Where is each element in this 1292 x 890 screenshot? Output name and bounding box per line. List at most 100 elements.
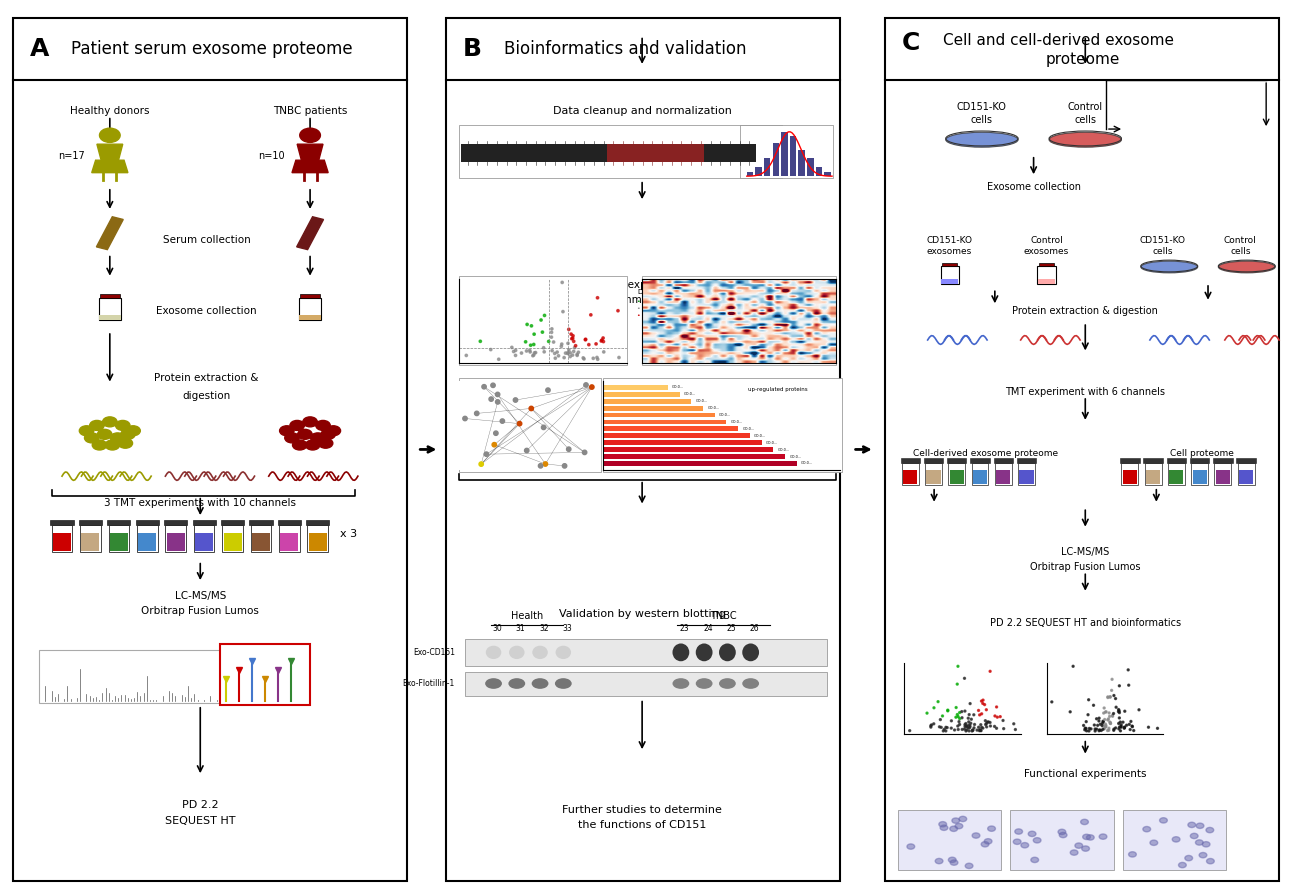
Ellipse shape xyxy=(1049,133,1121,147)
Point xyxy=(1106,700,1127,715)
Bar xyxy=(901,458,920,463)
Circle shape xyxy=(955,823,963,829)
Point xyxy=(1099,690,1120,704)
Point xyxy=(554,458,575,473)
Point xyxy=(948,709,969,724)
Point xyxy=(970,717,991,732)
Circle shape xyxy=(320,429,336,440)
Bar xyxy=(603,426,738,432)
Point xyxy=(548,349,568,363)
Point xyxy=(554,351,575,365)
Point xyxy=(932,720,952,734)
Point xyxy=(541,322,562,336)
Point xyxy=(994,722,1014,736)
Point xyxy=(1097,690,1118,704)
Bar xyxy=(798,150,805,176)
Bar xyxy=(459,378,601,472)
Circle shape xyxy=(99,128,120,142)
Point xyxy=(509,417,530,431)
Circle shape xyxy=(279,425,295,436)
Circle shape xyxy=(950,826,957,831)
FancyBboxPatch shape xyxy=(972,463,988,485)
Text: GO:0...: GO:0... xyxy=(695,400,708,403)
Text: 25: 25 xyxy=(726,624,736,633)
Text: the functions of CD151: the functions of CD151 xyxy=(578,820,707,830)
Circle shape xyxy=(1205,828,1213,833)
Point xyxy=(492,414,513,428)
Point xyxy=(530,458,550,473)
Polygon shape xyxy=(297,144,323,164)
Point xyxy=(941,714,961,728)
Point xyxy=(1094,720,1115,734)
Circle shape xyxy=(965,863,973,869)
Point xyxy=(1099,690,1120,704)
Point xyxy=(917,706,938,720)
Bar xyxy=(50,520,74,525)
Point xyxy=(562,328,583,343)
Circle shape xyxy=(1081,846,1089,851)
Circle shape xyxy=(1058,829,1066,835)
Point xyxy=(1076,715,1097,729)
Point xyxy=(952,710,973,724)
Point xyxy=(1097,713,1118,727)
Point xyxy=(587,351,607,365)
Point xyxy=(556,346,576,360)
Point xyxy=(992,714,1013,728)
Circle shape xyxy=(907,844,915,849)
Text: 24: 24 xyxy=(703,624,713,633)
Point xyxy=(547,345,567,360)
Text: Data cleanup and normalization: Data cleanup and normalization xyxy=(553,106,731,117)
Text: 33: 33 xyxy=(562,624,572,633)
Circle shape xyxy=(1207,859,1214,864)
Point xyxy=(1094,712,1115,726)
Point xyxy=(950,711,970,725)
Polygon shape xyxy=(222,551,243,561)
Point xyxy=(964,708,985,722)
Point xyxy=(985,719,1005,733)
Text: Cell and cell-derived exosome: Cell and cell-derived exosome xyxy=(943,33,1174,47)
Point xyxy=(592,333,612,347)
Bar xyxy=(309,533,327,551)
Bar xyxy=(99,314,121,320)
Point xyxy=(1120,715,1141,729)
Circle shape xyxy=(125,425,141,436)
Polygon shape xyxy=(251,551,271,561)
Circle shape xyxy=(1143,827,1151,832)
Point xyxy=(969,724,990,738)
Point xyxy=(957,719,978,733)
Point xyxy=(1085,724,1106,738)
Text: Control: Control xyxy=(1067,101,1103,112)
Text: Cell-derived exosome proteome: Cell-derived exosome proteome xyxy=(913,449,1058,458)
Bar xyxy=(815,167,822,176)
Point xyxy=(974,698,995,712)
Point xyxy=(935,720,956,734)
Point xyxy=(1116,718,1137,732)
Circle shape xyxy=(1129,852,1137,857)
Text: Orbitrap Fusion Lumos: Orbitrap Fusion Lumos xyxy=(141,606,260,617)
Point xyxy=(1096,705,1116,719)
Point xyxy=(957,711,978,725)
Polygon shape xyxy=(297,217,323,249)
Point xyxy=(1096,718,1116,732)
Point xyxy=(979,664,1000,678)
Point xyxy=(977,720,997,734)
Bar xyxy=(1019,470,1034,484)
Point xyxy=(986,700,1006,714)
Bar xyxy=(306,520,329,525)
Point xyxy=(966,723,987,737)
Point xyxy=(975,702,996,716)
Point xyxy=(1092,718,1112,732)
Circle shape xyxy=(985,838,992,844)
Point xyxy=(593,344,614,359)
Point xyxy=(519,344,540,359)
Text: Exosome collection: Exosome collection xyxy=(156,306,257,317)
Bar xyxy=(603,447,774,452)
Circle shape xyxy=(79,425,94,436)
Point xyxy=(541,330,562,344)
FancyBboxPatch shape xyxy=(279,525,300,552)
Point xyxy=(483,378,504,392)
Point xyxy=(519,344,540,358)
Point xyxy=(559,350,580,364)
Point xyxy=(972,720,992,734)
Circle shape xyxy=(1172,837,1180,842)
